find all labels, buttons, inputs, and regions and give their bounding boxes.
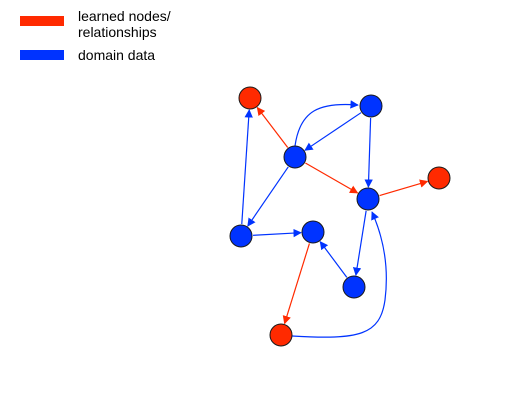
edge-n9-to-n4: [291, 211, 387, 338]
edge-n2-to-n3: [304, 112, 362, 151]
legend-label-domain-line1: domain data: [78, 47, 156, 63]
legend-label-learned: learned nodes/ relationships: [78, 8, 171, 40]
node-domain-n6: [229, 224, 253, 248]
node-domain-n2: [359, 94, 383, 118]
edge-n6-to-n7: [252, 228, 302, 238]
edge-n3-to-n6: [247, 166, 289, 227]
node-domain-n8: [342, 275, 366, 299]
legend-swatch-domain: [20, 50, 64, 60]
legend-label-domain: domain data: [78, 47, 155, 63]
legend: learned nodes/ relationships domain data: [0, 0, 220, 70]
node-domain-n7: [301, 220, 325, 244]
edge-n3-to-n4: [305, 162, 359, 194]
edge-n2-to-n4: [364, 117, 373, 188]
edge-n7-to-n9: [282, 243, 311, 325]
edge-n3-to-n1: [256, 106, 289, 148]
node-domain-n3: [283, 145, 307, 169]
edges-layer: [241, 100, 429, 338]
legend-label-learned-line2: relationships: [78, 24, 157, 40]
node-learned-n9: [269, 323, 293, 347]
node-learned-n1: [238, 86, 262, 110]
edge-n4-to-n5: [379, 179, 429, 197]
legend-swatch-learned: [20, 16, 64, 26]
edge-n3-to-n2: [294, 100, 359, 147]
edge-n4-to-n8: [352, 210, 367, 276]
nodes-layer: [229, 86, 451, 347]
edge-n8-to-n7: [319, 240, 348, 278]
legend-label-learned-line1: learned nodes/: [78, 8, 171, 24]
node-learned-n5: [427, 166, 451, 190]
node-domain-n4: [356, 187, 380, 211]
edge-n6-to-n1: [241, 109, 253, 225]
